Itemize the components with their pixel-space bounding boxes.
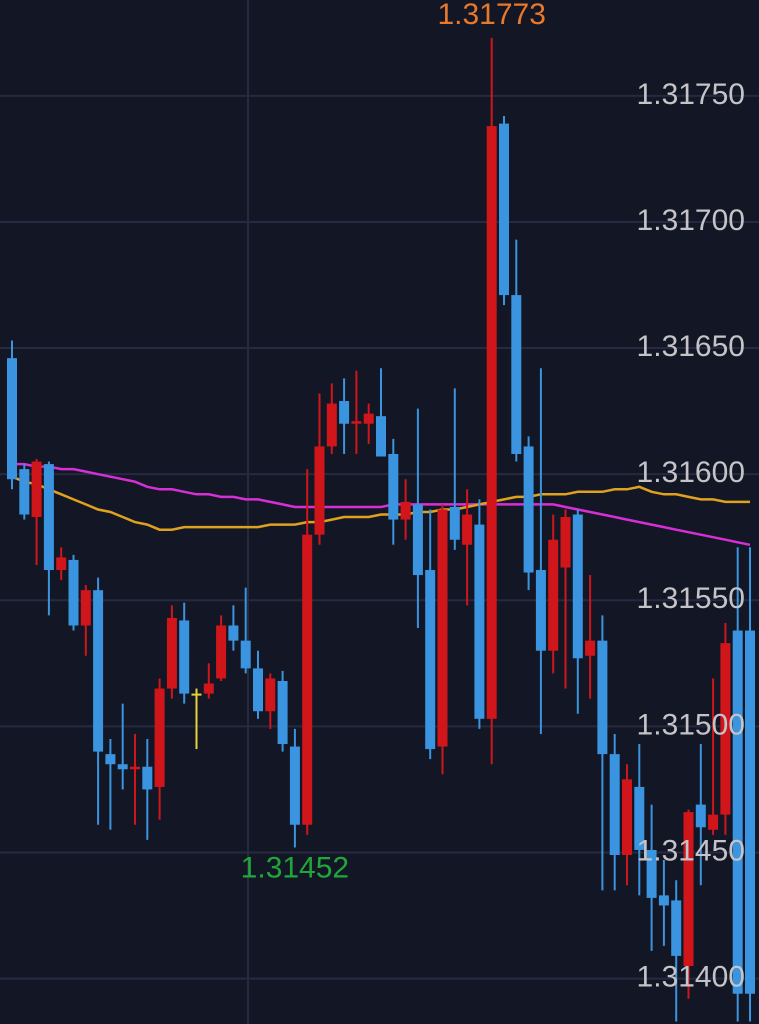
- y-tick-label: 1.31400: [637, 961, 745, 994]
- candle-body: [585, 640, 596, 656]
- candle-body: [720, 643, 731, 815]
- candle-body: [339, 401, 350, 424]
- candle-body: [572, 514, 583, 659]
- candle-body: [56, 557, 67, 571]
- candle-body: [31, 461, 42, 518]
- candle-body: [425, 570, 436, 750]
- candle-body: [658, 895, 669, 906]
- candle-body: [142, 766, 153, 790]
- candle-body: [597, 640, 608, 755]
- candle-body: [117, 764, 128, 770]
- y-tick-label: 1.31550: [637, 582, 745, 615]
- candle-body: [745, 630, 755, 994]
- candle-body: [634, 786, 645, 850]
- moving-average-line: [12, 462, 751, 547]
- candle-body: [166, 617, 177, 689]
- candle-body: [683, 812, 694, 966]
- candle-body: [708, 814, 719, 830]
- candle-body: [400, 501, 411, 520]
- candle-body: [474, 524, 485, 719]
- price-annotation: 1.31773: [437, 0, 545, 31]
- y-tick-label: 1.31600: [637, 456, 745, 489]
- candle-body: [68, 559, 79, 626]
- candle-body: [154, 688, 165, 787]
- y-tick-label: 1.31750: [637, 78, 745, 111]
- candle-body: [499, 123, 509, 296]
- candle-body: [314, 446, 325, 535]
- candle-body: [732, 630, 743, 994]
- moving-averages: [11, 462, 751, 547]
- candle-body: [671, 900, 682, 956]
- candle-body: [43, 464, 54, 571]
- candle-body: [462, 514, 473, 545]
- candle-body: [130, 766, 140, 770]
- candle-body: [7, 358, 17, 480]
- candle-body: [80, 590, 91, 626]
- candle-body: [191, 693, 202, 696]
- candle-body: [203, 683, 214, 694]
- candle-body: [277, 680, 288, 745]
- y-tick-label: 1.31650: [637, 330, 745, 363]
- candle-body: [326, 403, 337, 447]
- grid: [0, 94, 759, 980]
- candle-body: [179, 620, 190, 694]
- candle-body: [19, 469, 30, 515]
- candle-body: [609, 754, 620, 856]
- candle-body: [695, 804, 706, 828]
- candle-body: [302, 534, 313, 825]
- candle-body: [486, 126, 497, 719]
- candles: [7, 37, 755, 1022]
- candle-body: [511, 295, 522, 454]
- candle-body: [351, 421, 362, 424]
- price-annotation: 1.31452: [241, 851, 349, 884]
- y-tick-label: 1.31450: [637, 834, 745, 867]
- candle-body: [253, 668, 263, 712]
- candle-body: [376, 416, 386, 457]
- y-tick-label: 1.31700: [637, 204, 745, 237]
- candle-body: [240, 640, 251, 669]
- candle-body: [289, 746, 300, 825]
- candle-body: [105, 754, 116, 765]
- labels: 1.31400 1.31450 1.31500 1.31550 1.31600 1.316…: [241, 0, 745, 994]
- candle-body: [216, 625, 227, 679]
- candle-body: [437, 509, 448, 747]
- candle-body: [548, 539, 559, 651]
- candle-body: [535, 570, 546, 651]
- candle-body: [265, 678, 276, 712]
- candle-body: [560, 517, 571, 568]
- candle-body: [523, 446, 534, 573]
- candle-body: [646, 849, 657, 898]
- candle-body: [363, 413, 374, 424]
- candle-body: [412, 504, 423, 576]
- candle-body: [622, 779, 632, 856]
- candle-body: [93, 590, 104, 752]
- y-tick-label: 1.31500: [637, 708, 745, 741]
- candle-body: [449, 506, 460, 540]
- moving-average-line: [11, 475, 750, 531]
- candle-body: [388, 453, 399, 520]
- candle-body: [228, 625, 239, 641]
